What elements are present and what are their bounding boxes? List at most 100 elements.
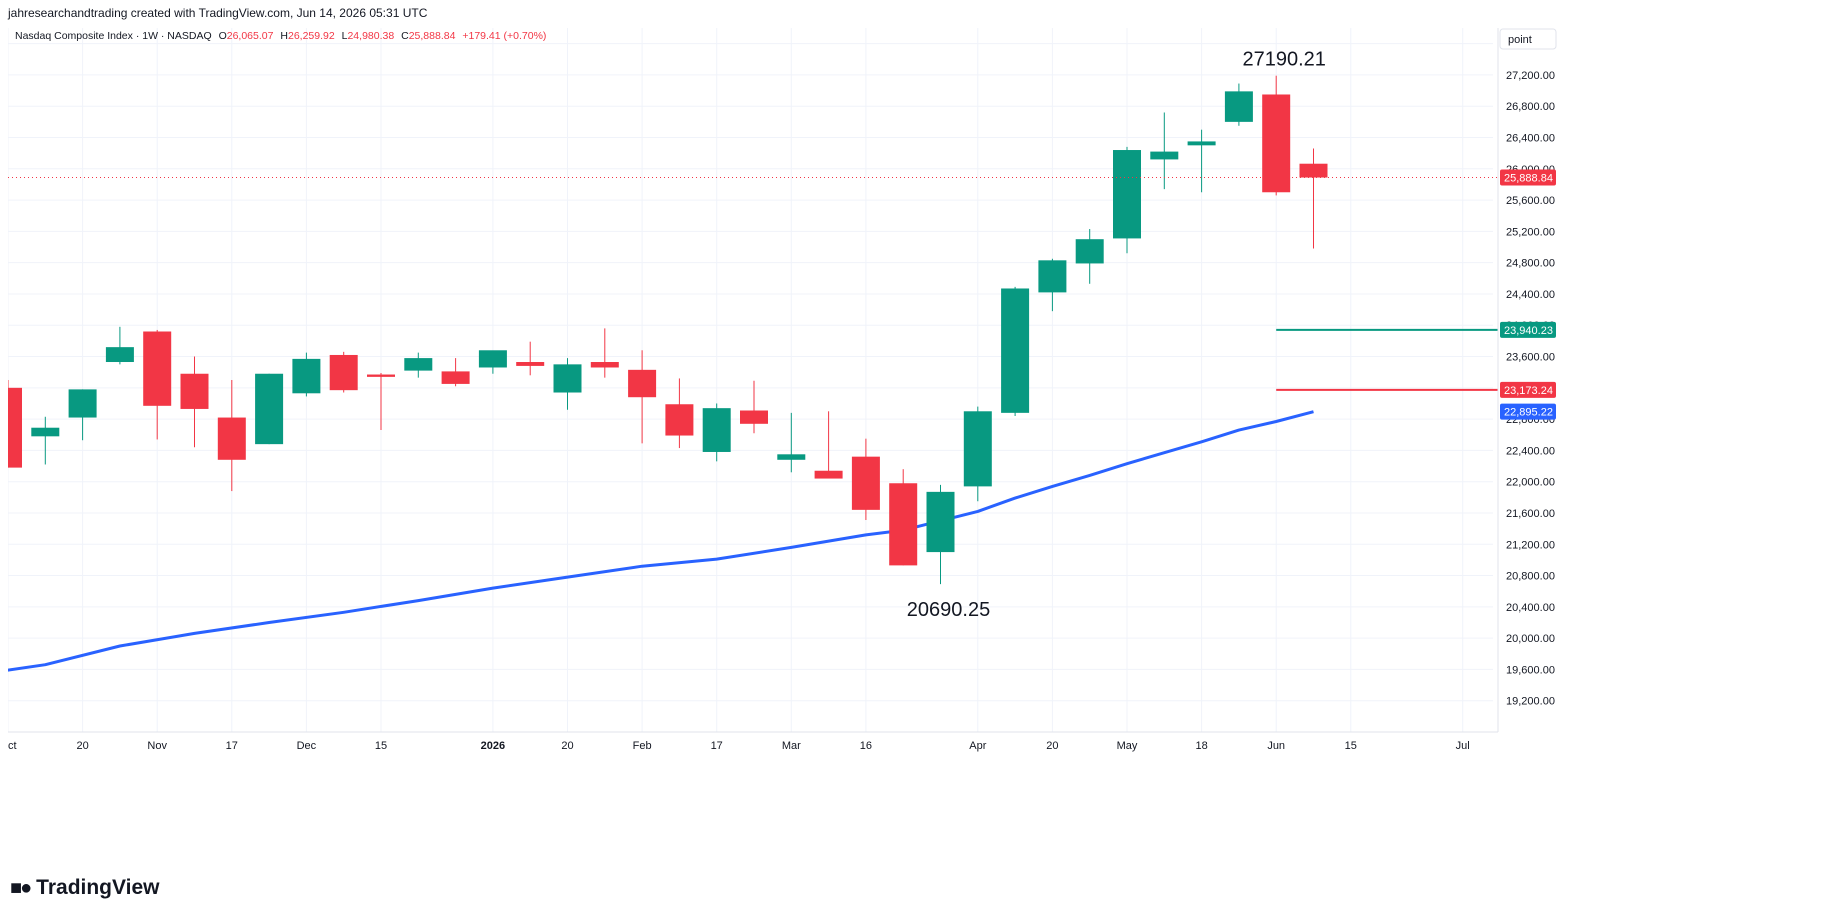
candle[interactable] — [143, 329, 172, 440]
candle[interactable] — [1150, 112, 1179, 190]
candle[interactable] — [404, 352, 433, 378]
candle[interactable] — [1113, 146, 1141, 254]
candle-body — [814, 470, 843, 479]
price-annotation: 27190.21 — [1242, 49, 1325, 71]
candle-body — [404, 358, 433, 371]
candle[interactable] — [105, 326, 134, 365]
level-tag-upper: 23,940.23 — [1504, 325, 1553, 337]
candle[interactable] — [1224, 83, 1253, 126]
last-price-tag-bg — [1500, 169, 1556, 186]
candle[interactable] — [292, 352, 321, 397]
candle-body — [590, 362, 619, 368]
grid — [8, 28, 1493, 732]
candle[interactable] — [1262, 75, 1291, 196]
candle[interactable] — [516, 341, 545, 376]
candle[interactable] — [740, 380, 768, 434]
candle-body — [31, 427, 60, 437]
x-tick-label: Oct — [8, 740, 17, 752]
axes[interactable]: 19,200.00 19,600.00 20,000.00 20,400.00 20,8… — [8, 28, 1556, 752]
candle[interactable] — [180, 356, 209, 448]
annotations: 27190.21 20690.25 — [907, 49, 1326, 621]
candle-body — [1187, 141, 1216, 146]
candle-body — [478, 350, 507, 368]
scale-mode-label: point — [1508, 34, 1532, 46]
svg-text:Nasdaq Composite Index · 1W ·: Nasdaq Composite Index · 1W · NASDAQ O26… — [15, 30, 546, 42]
candle[interactable] — [590, 328, 619, 378]
chart-area[interactable]: 27190.21 20690.25 19,200.00 19,600.00 20,00… — [8, 28, 1758, 858]
candle[interactable] — [963, 406, 992, 502]
moving-average-line — [8, 410, 1314, 672]
symbol-legend: Nasdaq Composite Index · 1W · NASDAQ O26… — [15, 30, 546, 42]
level-tag-lower: 23,173.24 — [1504, 385, 1553, 397]
legend-open-value: 26,065.07 — [227, 30, 274, 42]
candle[interactable] — [628, 350, 657, 444]
tradingview-brand[interactable]: ■● TradingView — [10, 876, 160, 900]
candle[interactable] — [777, 412, 806, 473]
candle-body — [1075, 239, 1104, 264]
candle-body — [180, 373, 209, 409]
candle[interactable] — [217, 380, 246, 492]
candle[interactable] — [1075, 229, 1104, 284]
candle-body — [1299, 163, 1328, 178]
candle[interactable] — [1038, 258, 1067, 312]
y-tick-label: 24,400.00 — [1506, 289, 1555, 301]
candle[interactable] — [926, 484, 955, 585]
x-tick-label: 15 — [375, 740, 387, 752]
candle[interactable] — [814, 411, 843, 479]
candle[interactable] — [8, 380, 22, 468]
candle-body — [1038, 260, 1067, 293]
candle-body — [963, 411, 992, 487]
y-tick-label: 26,400.00 — [1506, 133, 1555, 145]
price-levels[interactable] — [8, 176, 1498, 391]
y-tick-label: 20,400.00 — [1506, 602, 1555, 614]
tradingview-logo-icon: ■● — [10, 876, 32, 899]
candle[interactable] — [255, 373, 284, 445]
y-tick-label: 22,400.00 — [1506, 445, 1555, 457]
legend-low-value: 24,980.38 — [347, 30, 394, 42]
candle[interactable] — [329, 351, 358, 393]
legend-close-label: C — [401, 30, 409, 42]
x-tick-label: 2026 — [481, 740, 505, 752]
candle[interactable] — [367, 372, 395, 431]
candle[interactable] — [553, 358, 582, 410]
candle[interactable] — [665, 378, 694, 449]
legend-close-value: 25,888.84 — [409, 30, 456, 42]
x-tick-label: 15 — [1345, 740, 1357, 752]
candle-body — [441, 371, 470, 384]
x-tick-label: Jun — [1267, 740, 1285, 752]
candle[interactable] — [441, 358, 470, 387]
y-tick-label: 20,800.00 — [1506, 571, 1555, 583]
moving-average — [8, 410, 1314, 672]
candle-body — [1262, 94, 1291, 193]
candle[interactable] — [68, 389, 97, 441]
x-tick-label: 20 — [1046, 740, 1058, 752]
candle[interactable] — [478, 350, 507, 374]
candle-body — [8, 387, 22, 468]
x-tick-label: Feb — [633, 740, 652, 752]
x-tick-label: Jul — [1456, 740, 1470, 752]
candle[interactable] — [1001, 286, 1030, 416]
legend-high-label: H — [280, 30, 288, 42]
candle[interactable] — [851, 438, 880, 521]
x-tick-label: Mar — [782, 740, 801, 752]
candle[interactable] — [1299, 148, 1328, 249]
candlestick-chart[interactable]: 27190.21 20690.25 19,200.00 19,600.00 20,00… — [8, 28, 1758, 858]
candle[interactable] — [889, 469, 918, 566]
scale-mode-button[interactable]: point — [1499, 28, 1557, 50]
moving-average-tag-bg — [1500, 403, 1556, 420]
y-tick-label: 25,200.00 — [1506, 226, 1555, 238]
candle[interactable] — [702, 403, 731, 462]
candle-body — [329, 354, 358, 391]
x-tick-label: 17 — [711, 740, 723, 752]
candles[interactable] — [8, 75, 1328, 585]
level-tag-upper-bg — [1500, 321, 1556, 338]
candle-body — [553, 364, 582, 393]
level-tag-lower-bg — [1500, 381, 1556, 398]
x-tick-label: 18 — [1195, 740, 1207, 752]
candle[interactable] — [31, 416, 60, 465]
candle-body — [143, 331, 172, 406]
legend-change: +179.41 (+0.70%) — [462, 30, 546, 42]
moving-average-tag: 22,895.22 — [1504, 407, 1553, 419]
candle-body — [851, 456, 880, 510]
candle[interactable] — [1187, 129, 1216, 193]
